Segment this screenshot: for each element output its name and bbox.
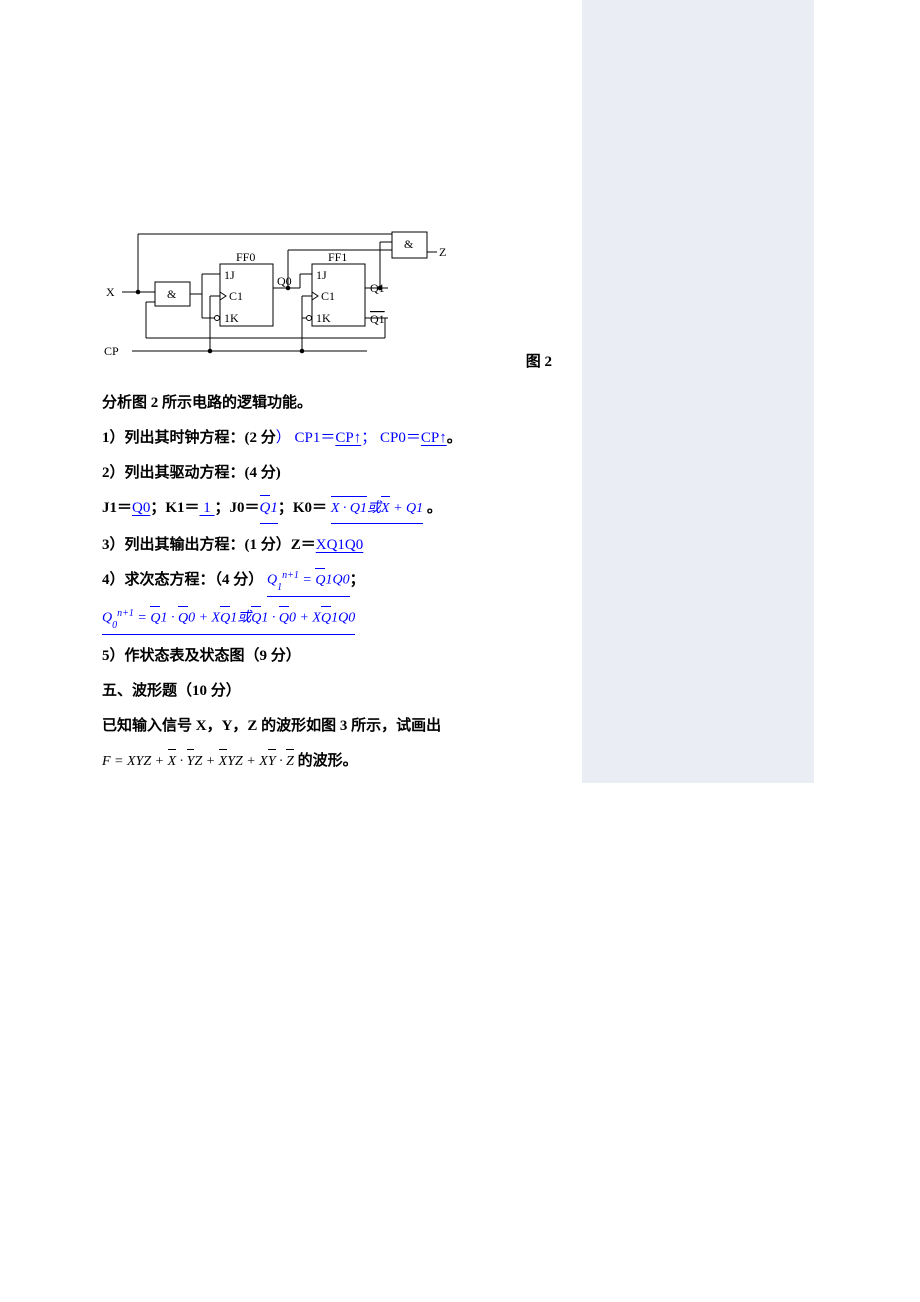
q1bar-label: Q1 xyxy=(370,312,385,326)
ff0-1k: 1K xyxy=(224,311,239,325)
q3-rhs: XQ1Q0 xyxy=(316,537,364,553)
inner-content: X CP & & Z FF0 FF1 1J C1 1K 1J C1 xyxy=(0,0,582,775)
section5-body: 已知输入信号 X，Y，Z 的波形如图 3 所示，试画出 xyxy=(102,713,582,740)
q4-eq2: Q0n+1 = Q1 · Q0 + XQ1或Q1 · Q0 + XQ1Q0 xyxy=(102,605,355,634)
q1-sep1: ； xyxy=(361,430,376,446)
circuit-label-x: X xyxy=(106,285,115,299)
circuit-diagram: X CP & & Z FF0 FF1 1J C1 1K 1J C1 xyxy=(102,230,582,380)
q0-label: Q0 xyxy=(277,274,292,288)
figure-label: 图 2 xyxy=(526,349,552,376)
q4-prefix: 4）求次态方程：（4 分） xyxy=(102,572,263,588)
q4-end: ； xyxy=(350,572,365,588)
ff1-c1: C1 xyxy=(321,289,335,303)
q2-k0-lhs: ；K0＝ xyxy=(278,500,327,516)
ff0-title: FF0 xyxy=(236,250,255,264)
ff0-1j: 1J xyxy=(224,268,235,282)
q2-title: 2）列出其驱动方程：(4 分) xyxy=(102,460,582,487)
section5-title: 五、波形题（10 分） xyxy=(102,678,582,705)
q2-j0-rhs: Q1 xyxy=(260,495,278,524)
q1-label: Q1 xyxy=(370,281,385,295)
q2-j1-lhs: J1＝ xyxy=(102,500,132,516)
q1-close: ） xyxy=(276,430,291,446)
and-left-label: & xyxy=(167,287,177,301)
content-column: X CP & & Z FF0 FF1 1J C1 1K 1J C1 xyxy=(0,0,582,783)
q1-ans1-lhs: CP1＝ xyxy=(295,430,336,446)
q2-j0-lhs: ；J0＝ xyxy=(215,500,260,516)
q2-k0-rhs: X · Q1或X + Q1 xyxy=(331,495,423,524)
q2-j0-suffix: 1 xyxy=(270,500,278,516)
ff1-1j: 1J xyxy=(316,268,327,282)
circuit-label-cp: CP xyxy=(104,344,119,358)
circuit-svg-wrap: X CP & & Z FF0 FF1 1J C1 1K 1J C1 xyxy=(102,230,582,380)
ff0-c1: C1 xyxy=(229,289,243,303)
and-top-label: & xyxy=(404,237,414,251)
ff1-1k: 1K xyxy=(316,311,331,325)
q1-ans2-rhs: CP↑ xyxy=(421,430,447,446)
q3-line: 3）列出其输出方程：(1 分）Z＝XQ1Q0 xyxy=(102,532,582,559)
q2-k1-rhs: 1 xyxy=(200,500,215,516)
circuit-svg: X CP & & Z FF0 FF1 1J C1 1K 1J C1 xyxy=(102,230,447,370)
q1-prefix: 1）列出其时钟方程：(2 分 xyxy=(102,430,276,446)
q4-eq1: Q1n+1 = Q1Q0 xyxy=(267,567,350,596)
q2-equations: J1＝Q0；K1＝ 1 ；J0＝Q1；K0＝ X · Q1或X + Q1 。 xyxy=(102,495,582,524)
q5-title: 5）作状态表及状态图（9 分） xyxy=(102,643,582,670)
q1-ans2-lhs: CP0＝ xyxy=(380,430,421,446)
section5-formula-line: F = XYZ + X · YZ + XYZ + XY · Z 的波形。 xyxy=(102,748,582,775)
ff1-title: FF1 xyxy=(328,250,347,264)
circuit-label-z: Z xyxy=(439,245,446,259)
q4-eq2-line: Q0n+1 = Q1 · Q0 + XQ1或Q1 · Q0 + XQ1Q0 xyxy=(102,605,582,635)
section5-suffix: 的波形。 xyxy=(298,753,358,769)
q2-j0-ov: Q xyxy=(260,495,271,522)
q4-line: 4）求次态方程：（4 分） Q1n+1 = Q1Q0； xyxy=(102,567,582,597)
page-wrapper: X CP & & Z FF0 FF1 1J C1 1K 1J C1 xyxy=(0,0,920,783)
sidebar xyxy=(582,0,814,783)
q3-prefix: 3）列出其输出方程：(1 分）Z＝ xyxy=(102,537,316,553)
q2-end: 。 xyxy=(427,500,442,516)
section5-formula: F = XYZ + X · YZ + XYZ + XY · Z xyxy=(102,754,294,769)
q2-k1-lhs: ；K1＝ xyxy=(150,500,199,516)
analyze-title: 分析图 2 所示电路的逻辑功能。 xyxy=(102,390,582,417)
q2-j1-rhs: Q0 xyxy=(132,500,150,516)
q1-end: 。 xyxy=(447,430,462,446)
q1-ans1-rhs: CP↑ xyxy=(335,430,361,446)
problem-body: 分析图 2 所示电路的逻辑功能。 1）列出其时钟方程：(2 分） CP1＝CP↑… xyxy=(102,390,582,775)
q1-line: 1）列出其时钟方程：(2 分） CP1＝CP↑； CP0＝CP↑。 xyxy=(102,425,582,452)
